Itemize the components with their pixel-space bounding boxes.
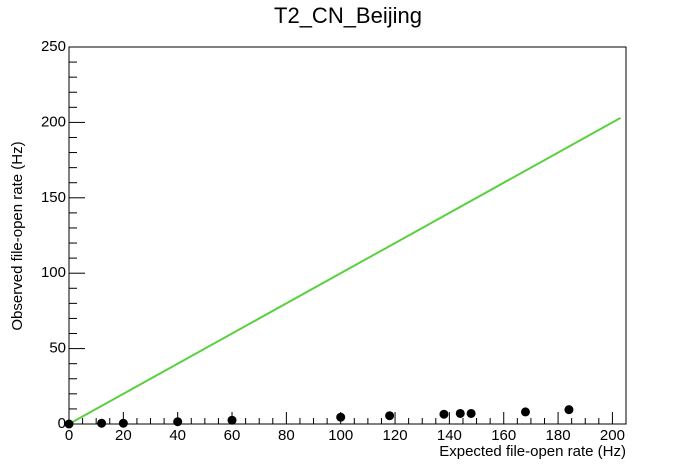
y-axis-label: Observed file-open rate (Hz) <box>9 141 26 330</box>
data-point <box>64 419 74 429</box>
data-point <box>466 408 476 418</box>
data-point <box>118 418 128 428</box>
x-tick-label: 120 <box>383 427 408 444</box>
data-point <box>564 405 574 415</box>
x-tick-label: 0 <box>65 427 73 444</box>
x-tick-label: 60 <box>224 427 241 444</box>
y-tick-label: 100 <box>41 264 66 281</box>
x-tick-label: 200 <box>600 427 625 444</box>
x-tick-label: 40 <box>169 427 186 444</box>
chart-title: T2_CN_Beijing <box>274 3 422 28</box>
y-tick-label: 250 <box>41 38 66 55</box>
x-tick-label: 20 <box>115 427 132 444</box>
data-point <box>97 418 107 428</box>
x-tick-label: 140 <box>437 427 462 444</box>
data-point <box>520 407 530 417</box>
data-point <box>173 417 183 427</box>
y-tick-label: 150 <box>41 189 66 206</box>
data-point <box>439 409 449 419</box>
reference-line <box>68 117 622 425</box>
y-tick-label: 50 <box>49 340 66 357</box>
data-point <box>336 412 346 422</box>
x-tick-label: 100 <box>328 427 353 444</box>
y-tick-label: 0 <box>58 415 66 432</box>
x-axis-label: Expected file-open rate (Hz) <box>439 443 626 460</box>
data-point <box>385 411 395 421</box>
x-tick-label: 180 <box>546 427 571 444</box>
y-tick-label: 200 <box>41 113 66 130</box>
x-tick-label: 80 <box>278 427 295 444</box>
x-tick-label: 160 <box>491 427 516 444</box>
data-point <box>455 408 465 418</box>
data-point <box>227 415 237 425</box>
plot-frame <box>68 46 627 425</box>
